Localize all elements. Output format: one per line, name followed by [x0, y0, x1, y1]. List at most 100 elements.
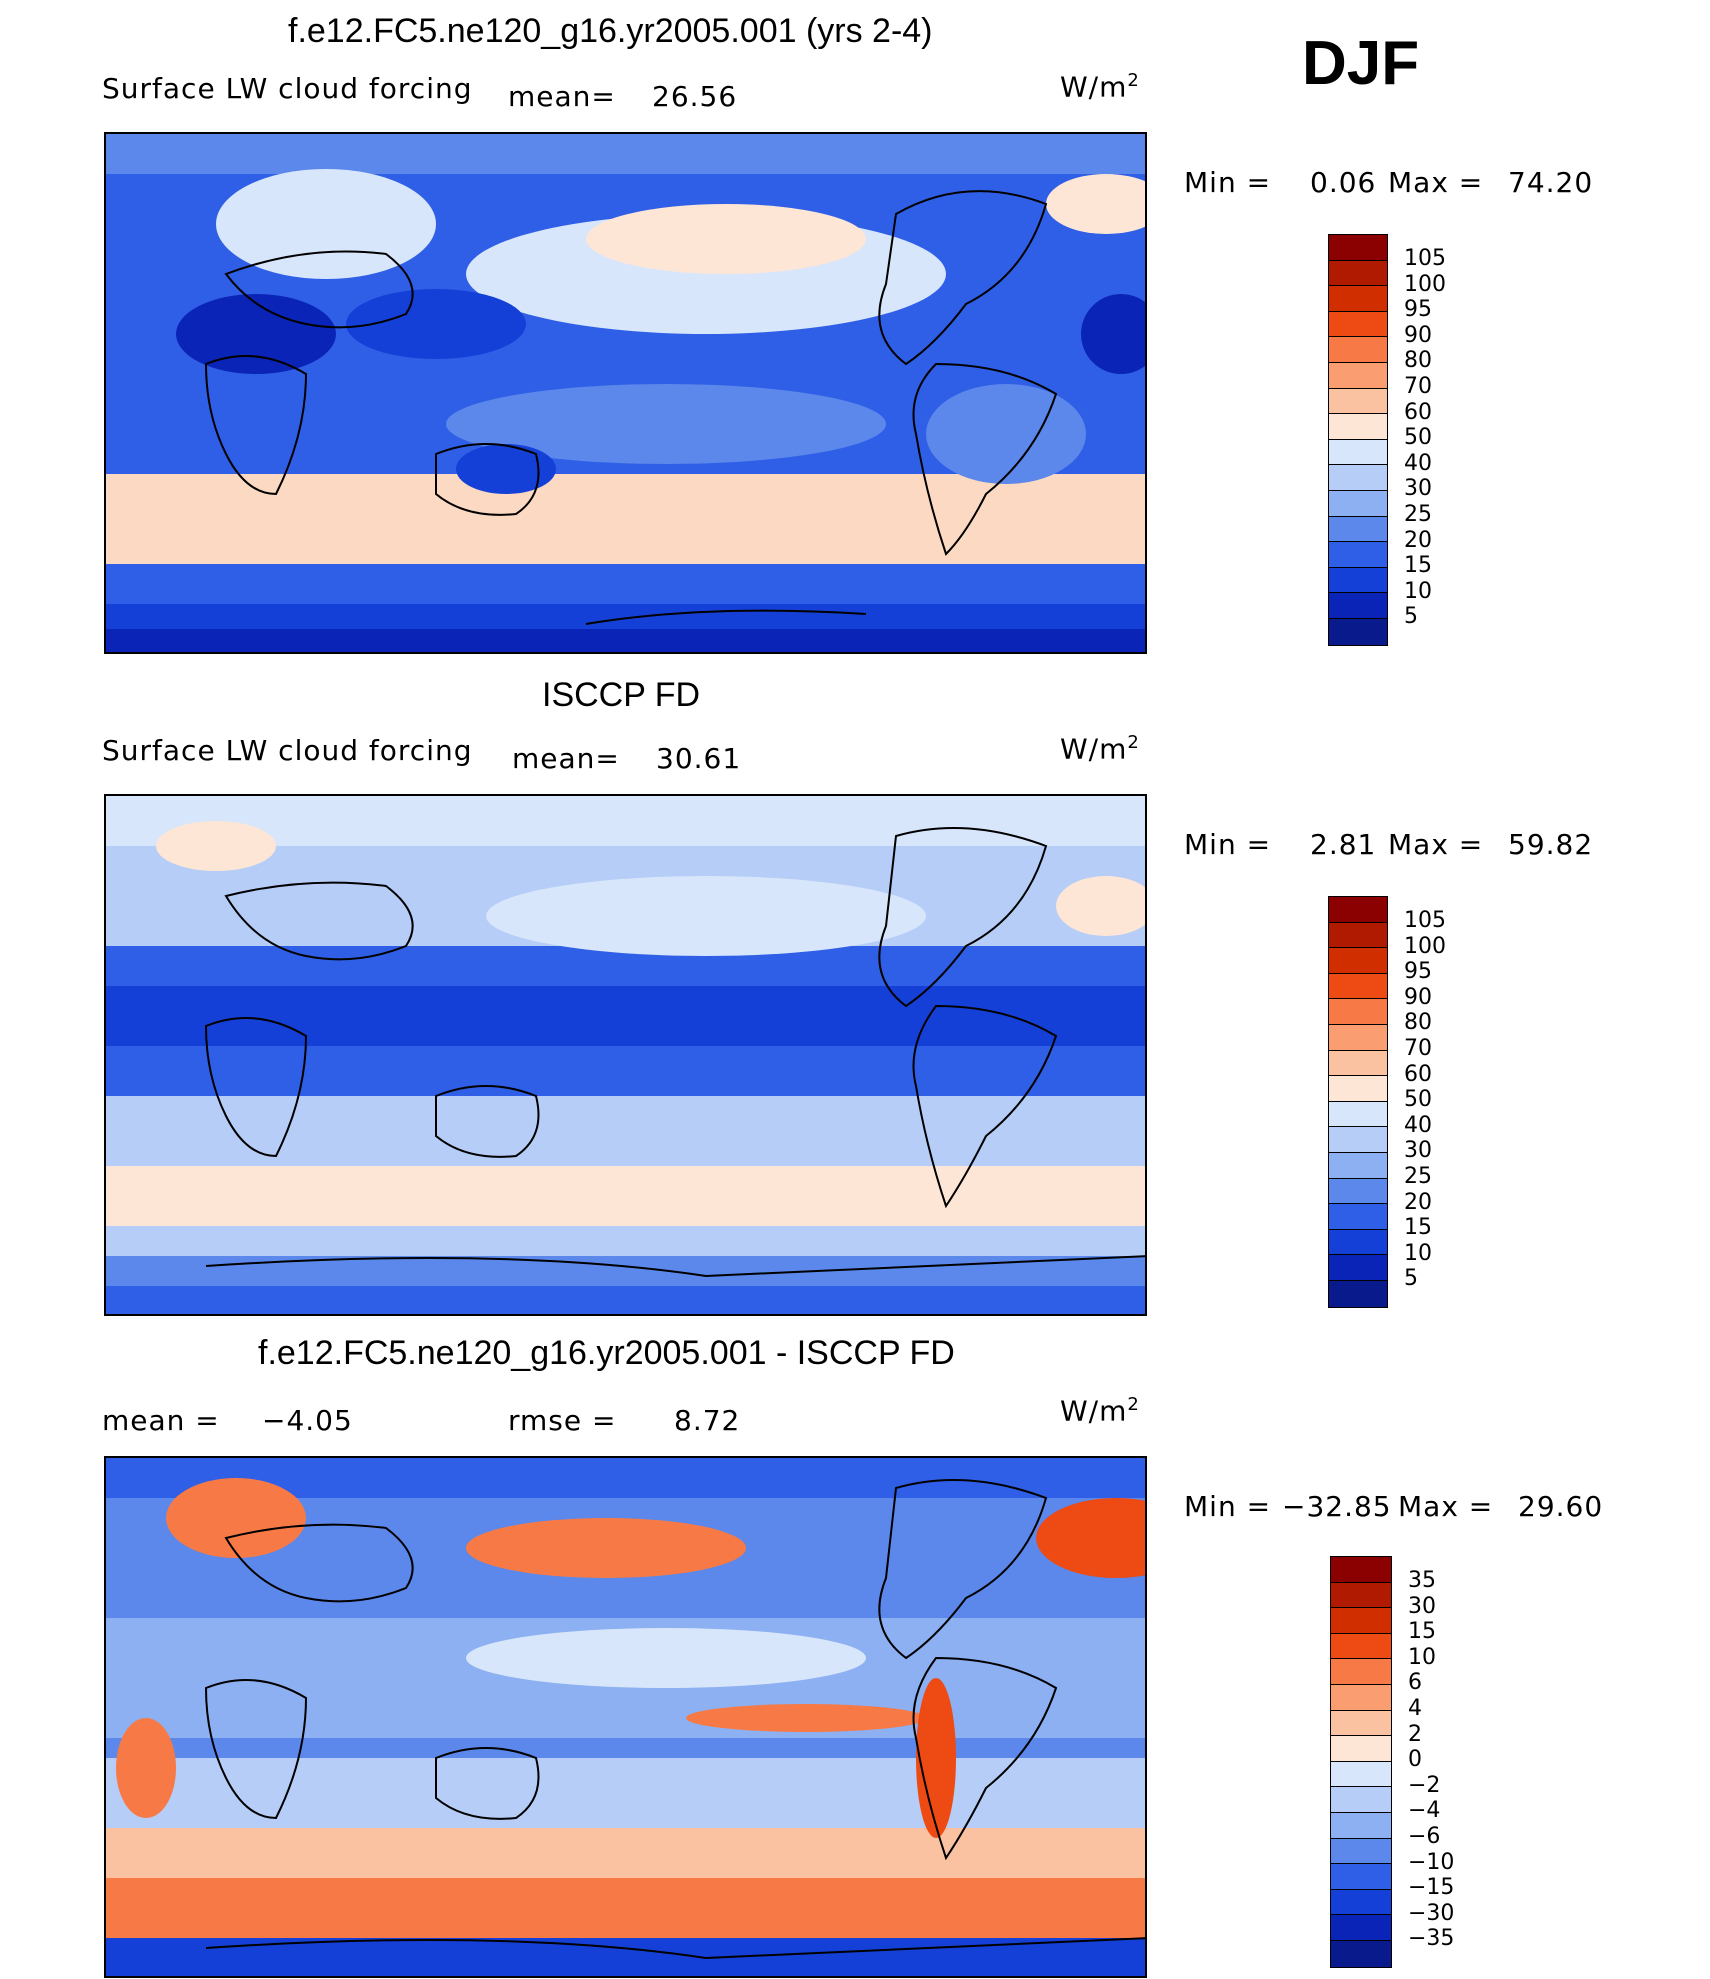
panel-2-colorbar-swatch-12: [1329, 1204, 1387, 1230]
panel-1-colorbar-swatch-4: [1329, 337, 1387, 363]
panel-2-colorbar-tick-label: 50: [1404, 1087, 1432, 1113]
panel-2-colorbar-tick-label: 100: [1404, 933, 1446, 959]
panel-1-min-value: 0.06: [1310, 166, 1377, 199]
panel-3-colorbar-tick-label: 15: [1408, 1619, 1436, 1645]
panel-1-colorbar-swatch-11: [1329, 516, 1387, 543]
panel-1-colorbar-swatch-3: [1329, 311, 1387, 338]
panel-2-colorbar-swatch-4: [1329, 999, 1387, 1025]
panel-1-colorbar-swatch-15: [1329, 618, 1387, 645]
panel-2-colorbar-swatch-13: [1329, 1229, 1387, 1256]
panel-2-colorbar-tick-label: 5: [1404, 1266, 1418, 1292]
panel-2-colorbar-swatch-2: [1329, 948, 1387, 974]
panel-2-colorbar-tick-label: 25: [1404, 1163, 1432, 1189]
panel-2-map: [104, 794, 1147, 1316]
panel-2-mean-value: 30.61: [656, 742, 742, 775]
panel-1-units: W/m2: [1060, 70, 1140, 104]
panel-1-colorbar-tick-label: 90: [1404, 322, 1432, 348]
panel-1-colorbar-tick-label: 95: [1404, 297, 1432, 323]
panel-3-map: [104, 1456, 1147, 1978]
panel-3-rmse-label: rmse =: [508, 1404, 617, 1437]
panel-3-title: f.e12.FC5.ne120_g16.yr2005.001 - ISCCP F…: [258, 1334, 955, 1372]
panel-1-title: f.e12.FC5.ne120_g16.yr2005.001 (yrs 2-4): [288, 12, 933, 50]
panel-2-colorbar-tick-label: 60: [1404, 1061, 1432, 1087]
panel-3-colorbar-swatch-10: [1331, 1812, 1391, 1839]
panel-2-max-label: Max =: [1388, 828, 1484, 861]
panel-1-colorbar-swatch-10: [1329, 490, 1387, 517]
panel-1-colorbar-swatch-13: [1329, 567, 1387, 594]
panel-1-colorbar-tick-label: 80: [1404, 348, 1432, 374]
panel-1-colorbar-labels: 105 100 95 90 80 70 60 50 40 30 25 20 15 10 5: [1404, 246, 1446, 630]
panel-2-colorbar: [1328, 896, 1388, 1308]
panel-2-colorbar-tick-label: 90: [1404, 984, 1432, 1010]
panel-3-min-value: −32.85: [1282, 1490, 1392, 1523]
panel-1-colorbar-swatch-2: [1329, 286, 1387, 312]
panel-1-colorbar-swatch-0: [1329, 235, 1387, 261]
panel-1-colorbar-swatch-12: [1329, 542, 1387, 568]
panel-1-colorbar-tick-label: 25: [1404, 501, 1432, 527]
panel-1-colorbar-tick-label: 30: [1404, 476, 1432, 502]
panel-1-colorbar: [1328, 234, 1388, 646]
panel-2-variable: Surface LW cloud forcing: [102, 734, 473, 767]
panel-3-colorbar-tick-label: −15: [1408, 1875, 1455, 1901]
panel-3-max-value: 29.60: [1518, 1490, 1604, 1523]
panel-2-colorbar-tick-label: 20: [1404, 1189, 1432, 1215]
panel-2-colorbar-tick-label: 40: [1404, 1112, 1432, 1138]
panel-1-min-label: Min =: [1184, 166, 1272, 199]
panel-2-colorbar-swatch-9: [1329, 1127, 1387, 1153]
panel-2-max-value: 59.82: [1508, 828, 1594, 861]
panel-3-colorbar-tick-label: 30: [1408, 1593, 1436, 1619]
panel-3-colorbar-swatch-4: [1331, 1659, 1391, 1685]
panel-3-colorbar-tick-label: 2: [1408, 1721, 1422, 1747]
panel-3-colorbar-swatch-5: [1331, 1684, 1391, 1711]
panel-1-colorbar-swatch-9: [1329, 465, 1387, 491]
panel-3-colorbar-swatch-13: [1331, 1889, 1391, 1916]
panel-1-colorbar-tick-label: 10: [1404, 578, 1432, 604]
panel-1-colorbar-tick-label: 20: [1404, 527, 1432, 553]
panel-3-colorbar-swatch-2: [1331, 1608, 1391, 1634]
panel-2-units: W/m2: [1060, 732, 1140, 766]
panel-3-colorbar-tick-label: 4: [1408, 1695, 1422, 1721]
panel-3-max-label: Max =: [1398, 1490, 1494, 1523]
panel-3-colorbar-tick-label: −6: [1408, 1823, 1441, 1849]
panel-2-colorbar-swatch-11: [1329, 1178, 1387, 1205]
panel-3-colorbar-tick-label: 6: [1408, 1670, 1422, 1696]
panel-2-colorbar-tick-label: 15: [1404, 1215, 1432, 1241]
panel-1-max-label: Max =: [1388, 166, 1484, 199]
panel-1-colorbar-swatch-5: [1329, 362, 1387, 389]
panel-2-colorbar-tick-label: 10: [1404, 1240, 1432, 1266]
panel-2-colorbar-swatch-6: [1329, 1050, 1387, 1077]
panel-2-colorbar-swatch-7: [1329, 1076, 1387, 1102]
panel-1-colorbar-swatch-14: [1329, 593, 1387, 619]
panel-2-colorbar-tick-label: 80: [1404, 1010, 1432, 1036]
panel-2-colorbar-swatch-5: [1329, 1024, 1387, 1051]
panel-2-colorbar-tick-label: 30: [1404, 1138, 1432, 1164]
panel-1-colorbar-swatch-1: [1329, 260, 1387, 287]
panel-3-colorbar-tick-label: 0: [1408, 1747, 1422, 1773]
panel-1-mean-label: mean=: [508, 80, 616, 113]
panel-2-mean-label: mean=: [512, 742, 620, 775]
panel-2-colorbar-tick-label: 70: [1404, 1035, 1432, 1061]
panel-1-colorbar-tick-label: 70: [1404, 373, 1432, 399]
panel-3-colorbar-swatch-15: [1331, 1940, 1391, 1967]
panel-2-min-value: 2.81: [1310, 828, 1377, 861]
panel-3-colorbar-tick-label: 35: [1408, 1568, 1436, 1593]
panel-1-mean-value: 26.56: [652, 80, 738, 113]
panel-2-colorbar-swatch-0: [1329, 897, 1387, 923]
panel-3-colorbar-swatch-1: [1331, 1582, 1391, 1609]
panel-1-colorbar-swatch-8: [1329, 439, 1387, 466]
panel-3-colorbar: [1330, 1556, 1392, 1968]
panel-3-colorbar-tick-label: −2: [1408, 1772, 1441, 1798]
panel-1-variable: Surface LW cloud forcing: [102, 72, 473, 105]
panel-2-min-label: Min =: [1184, 828, 1272, 861]
panel-3-colorbar-tick-label: −35: [1408, 1926, 1455, 1952]
panel-1-colorbar-tick-label: 60: [1404, 399, 1432, 425]
panel-3-colorbar-tick-label: −4: [1408, 1798, 1441, 1824]
panel-3-colorbar-swatch-6: [1331, 1710, 1391, 1737]
panel-1-colorbar-tick-label: 100: [1404, 271, 1446, 297]
panel-2-colorbar-swatch-14: [1329, 1255, 1387, 1281]
panel-2-colorbar-tick-label: 105: [1404, 908, 1446, 933]
panel-3-colorbar-swatch-7: [1331, 1736, 1391, 1762]
panel-3-colorbar-swatch-14: [1331, 1915, 1391, 1941]
panel-1-colorbar-tick-label: 15: [1404, 553, 1432, 579]
panel-1-colorbar-tick-label: 5: [1404, 604, 1418, 630]
